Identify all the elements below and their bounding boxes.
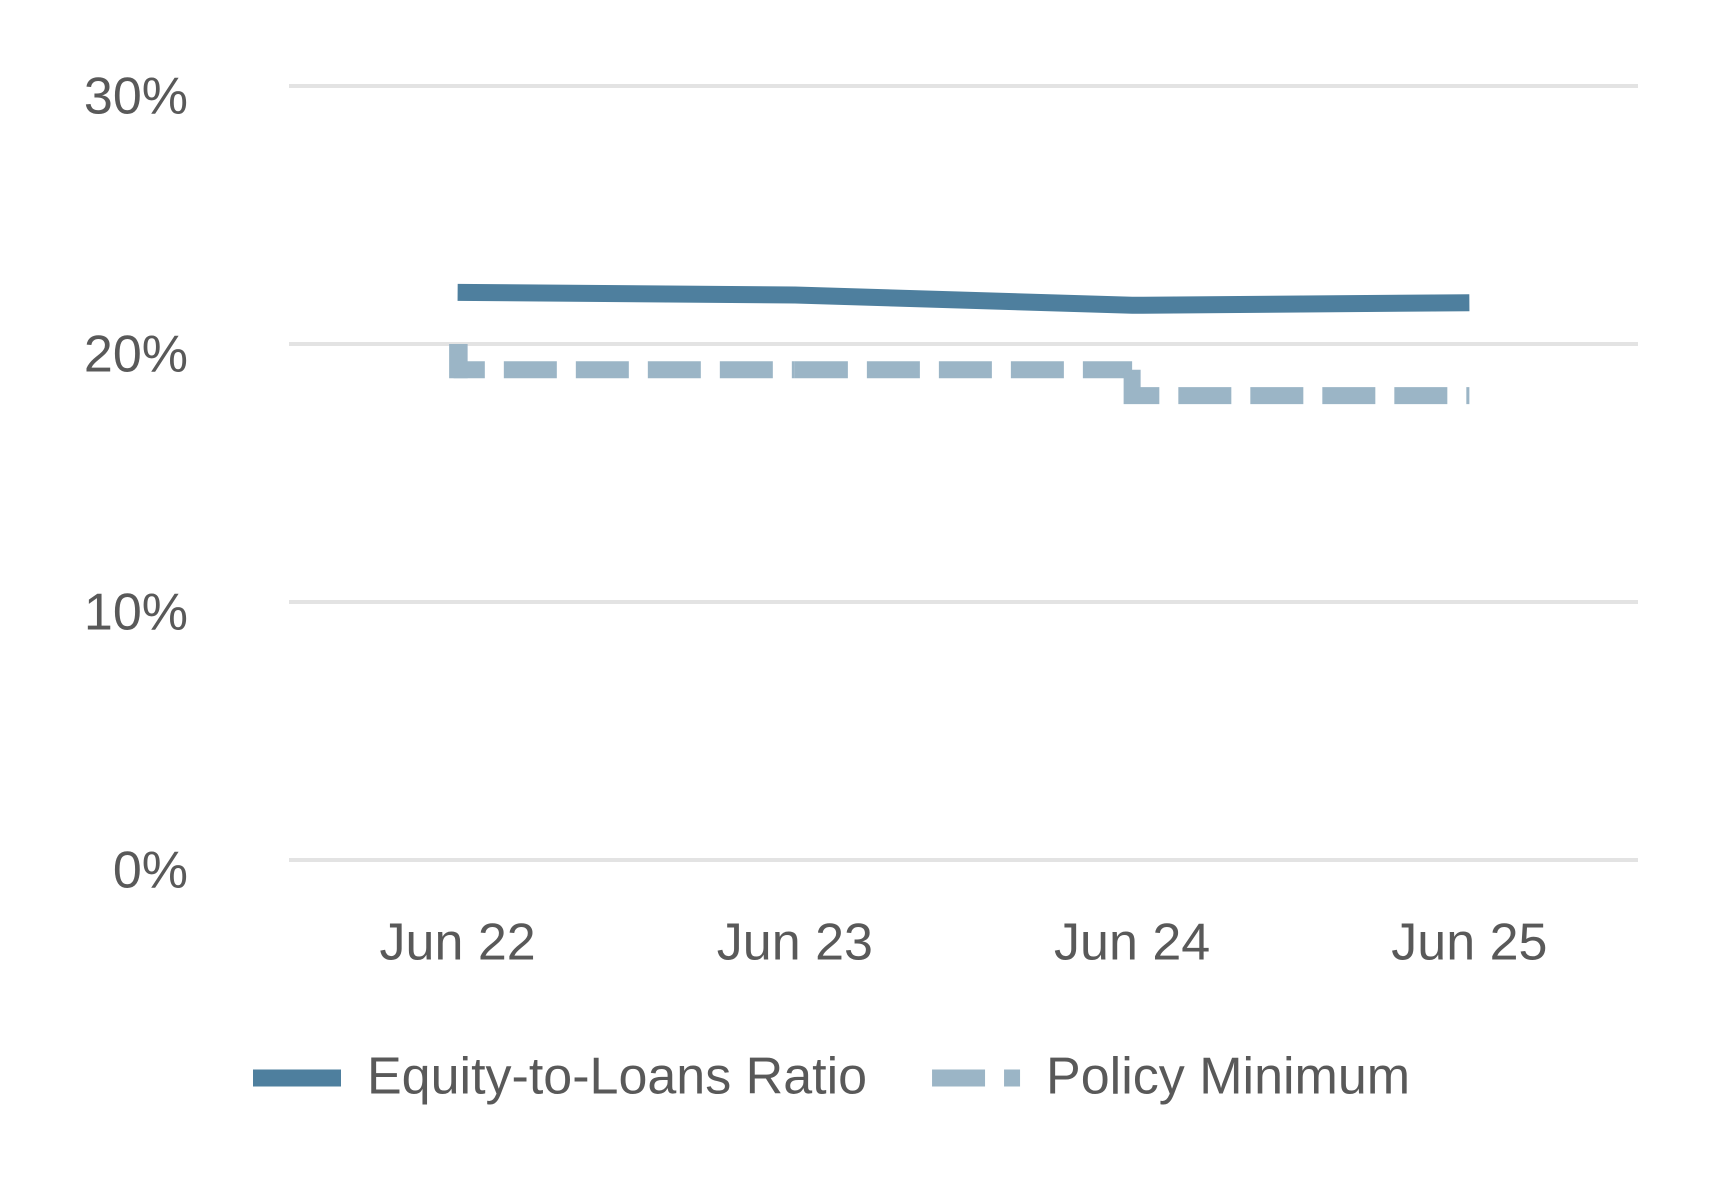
step-segment — [449, 344, 795, 379]
x-tick-label: Jun 24 — [1054, 914, 1210, 972]
y-tick-label: 30% — [84, 68, 188, 126]
y-tick-label: 0% — [113, 842, 188, 900]
step-segment — [1123, 369, 1470, 405]
y-tick-label: 10% — [84, 584, 188, 642]
x-tick-label: Jun 23 — [717, 914, 873, 972]
x-tick-label: Jun 25 — [1391, 914, 1547, 972]
series-line — [457, 283, 1470, 314]
x-tick-label: Jun 22 — [380, 914, 536, 972]
y-tick-label: 20% — [84, 326, 188, 384]
legend-label: Equity-to-Loans Ratio — [367, 1048, 867, 1106]
legend-label: Policy Minimum — [1046, 1048, 1410, 1106]
